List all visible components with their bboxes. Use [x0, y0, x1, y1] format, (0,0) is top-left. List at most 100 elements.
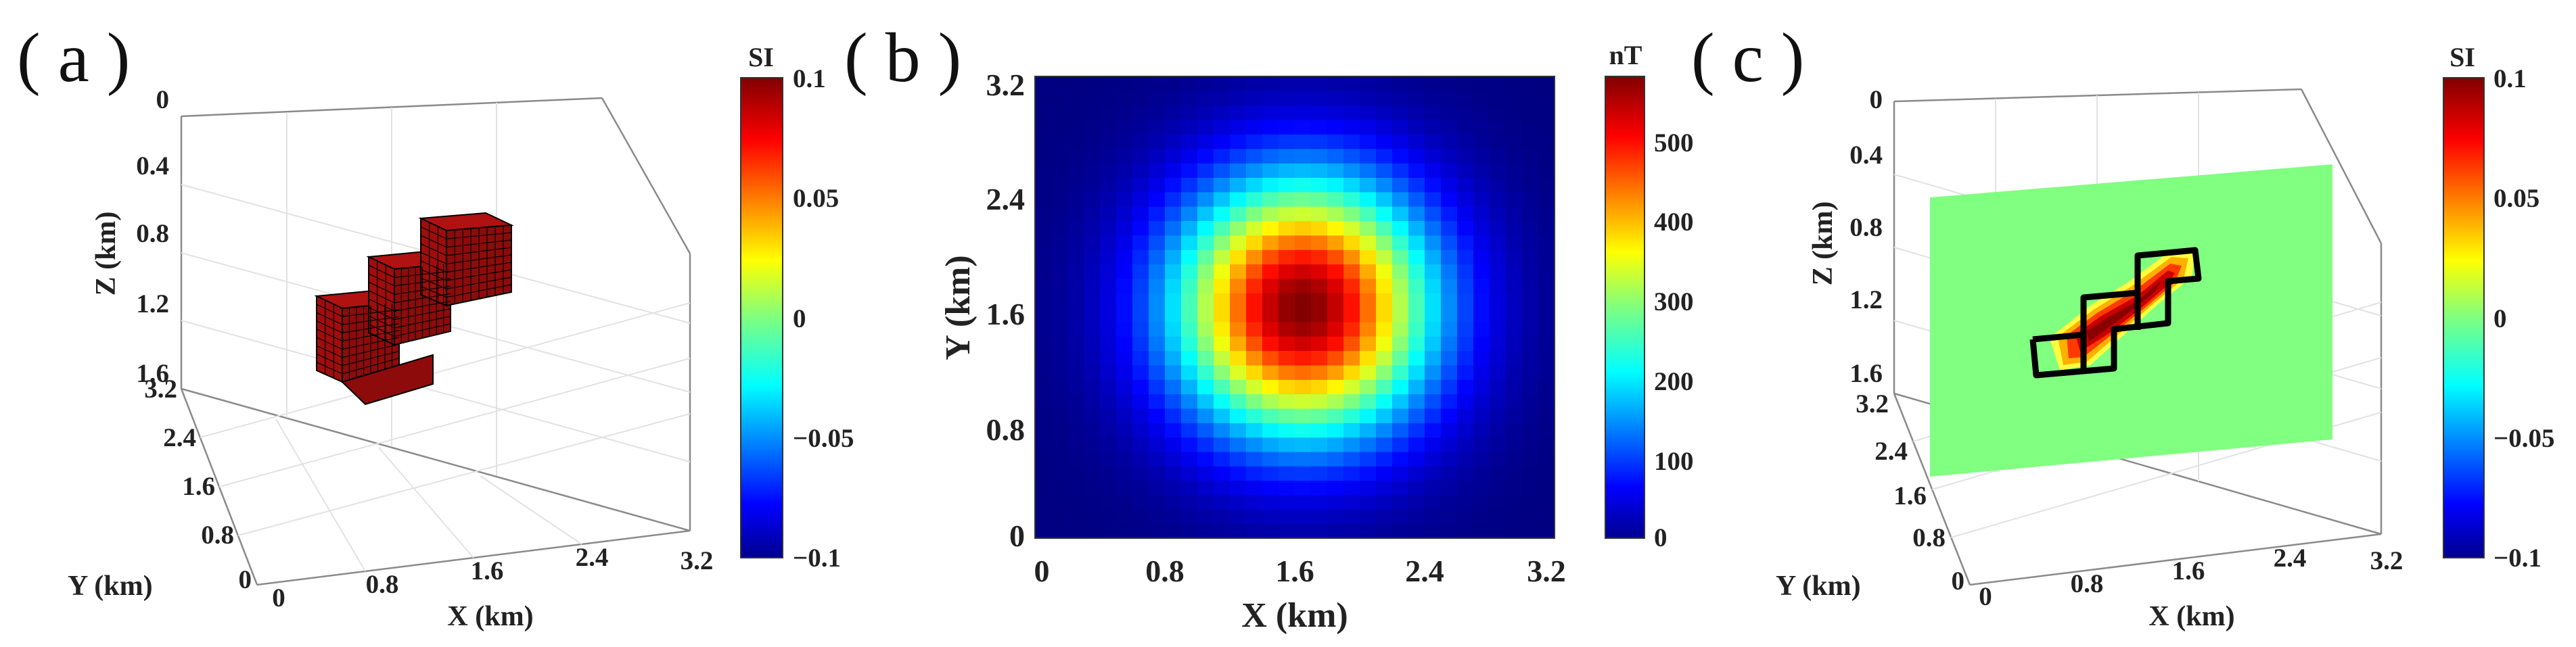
heatmap-cell	[1522, 220, 1539, 236]
heatmap-cell	[1214, 336, 1230, 352]
heatmap-cell	[1149, 120, 1166, 135]
heatmap-cell	[1230, 437, 1247, 452]
heatmap-cell	[1473, 120, 1490, 135]
heatmap-cell	[1084, 163, 1101, 178]
heatmap-cell	[1181, 293, 1198, 308]
heatmap-cell	[1230, 423, 1247, 438]
heatmap-cell	[1149, 379, 1166, 395]
heatmap-cell	[1067, 307, 1084, 322]
heatmap-cell	[1425, 494, 1442, 510]
heatmap-cell	[1246, 466, 1263, 481]
heatmap-cell	[1295, 105, 1312, 120]
heatmap-cell	[1132, 120, 1149, 135]
heatmap-cell	[1473, 249, 1490, 265]
heatmap-cell	[1246, 105, 1263, 120]
panel-a-colorbar: SI 0.1 0.05 0 −0.05 −0.1	[740, 42, 854, 573]
panel-b-x-tick-2: 1.6	[1275, 554, 1314, 588]
heatmap-cell	[1343, 91, 1360, 106]
heatmap-cell	[1197, 451, 1214, 466]
heatmap-cell	[1165, 163, 1182, 178]
heatmap-cell	[1473, 451, 1490, 466]
heatmap-cell	[1262, 249, 1279, 265]
heatmap-cell	[1181, 336, 1198, 352]
heatmap-cell	[1197, 105, 1214, 120]
heatmap-cell	[1506, 437, 1523, 452]
heatmap-cell	[1327, 379, 1344, 395]
heatmap-cell	[1246, 120, 1263, 135]
heatmap-cell	[1165, 364, 1182, 380]
heatmap-cell	[1457, 494, 1474, 510]
panel-c-x-tick-0: 0	[1979, 582, 1992, 611]
heatmap-cell	[1132, 76, 1149, 91]
heatmap-cell	[1490, 76, 1506, 91]
heatmap-cell	[1311, 177, 1328, 193]
heatmap-cell	[1262, 307, 1279, 322]
heatmap-cell	[1279, 480, 1295, 496]
heatmap-cell	[1149, 264, 1166, 279]
heatmap-cell	[1165, 451, 1182, 466]
heatmap-cell	[1165, 191, 1182, 207]
voxel-gridline	[420, 260, 447, 273]
heatmap-cell	[1230, 249, 1247, 265]
heatmap-cell	[1279, 293, 1295, 308]
heatmap-cell	[1165, 379, 1182, 395]
heatmap-cell	[1051, 191, 1068, 207]
heatmap-cell	[1246, 379, 1263, 395]
heatmap-cell	[1441, 307, 1458, 322]
heatmap-cell	[1165, 480, 1182, 496]
heatmap-cell	[1376, 364, 1393, 380]
heatmap-cell	[1311, 509, 1328, 525]
heatmap-cell	[1165, 336, 1182, 352]
heatmap-cell	[1149, 293, 1166, 308]
heatmap-cell	[1149, 423, 1166, 438]
panel-a-z-tick-1: 0.4	[136, 151, 169, 181]
heatmap-cell	[1392, 264, 1409, 279]
heatmap-cell	[1197, 293, 1214, 308]
heatmap-cell	[1473, 364, 1490, 380]
heatmap-cell	[1279, 76, 1295, 91]
heatmap-cell	[1051, 148, 1068, 164]
heatmap-cell	[1360, 278, 1377, 293]
heatmap-cell	[1116, 364, 1133, 380]
heatmap-cell	[1441, 91, 1458, 106]
heatmap-cell	[1311, 523, 1328, 539]
heatmap-cell	[1149, 451, 1166, 466]
panel-c-cb-tick-4: −0.1	[2493, 544, 2542, 573]
heatmap-cell	[1360, 336, 1377, 352]
heatmap-cell	[1538, 336, 1555, 352]
heatmap-cell	[1376, 120, 1393, 135]
heatmap-cell	[1295, 466, 1312, 481]
heatmap-cell	[1522, 350, 1539, 366]
heatmap-cell	[1051, 321, 1068, 337]
panel-a-voxel-body	[314, 212, 514, 406]
heatmap-cell	[1116, 91, 1133, 106]
heatmap-cell	[1051, 451, 1068, 466]
heatmap-cell	[1051, 423, 1068, 438]
heatmap-cell	[1149, 191, 1166, 207]
heatmap-cell	[1408, 336, 1425, 352]
heatmap-cell	[1473, 191, 1490, 207]
heatmap-cell	[1327, 264, 1344, 279]
heatmap-cell	[1360, 494, 1377, 510]
heatmap-cell	[1360, 235, 1377, 250]
panel-a-gridlines	[181, 103, 691, 572]
heatmap-cell	[1262, 423, 1279, 438]
heatmap-cell	[1067, 278, 1084, 293]
heatmap-cell	[1408, 364, 1425, 380]
heatmap-cell	[1246, 293, 1263, 308]
voxel-gridline	[342, 309, 400, 317]
heatmap-cell	[1035, 451, 1052, 466]
heatmap-cell	[1246, 264, 1263, 279]
heatmap-cell	[1327, 148, 1344, 164]
panel-c-colorbar-title: SI	[2450, 42, 2475, 72]
heatmap-cell	[1522, 148, 1539, 164]
panel-c-x-tick-3: 2.4	[2274, 544, 2307, 573]
heatmap-cell	[1408, 393, 1425, 409]
heatmap-cell	[1538, 148, 1555, 164]
heatmap-cell	[1230, 264, 1247, 279]
heatmap-cell	[1116, 206, 1133, 222]
heatmap-cell	[1490, 350, 1506, 366]
heatmap-cell	[1473, 393, 1490, 409]
heatmap-cell	[1457, 206, 1474, 222]
heatmap-cell	[1311, 220, 1328, 236]
